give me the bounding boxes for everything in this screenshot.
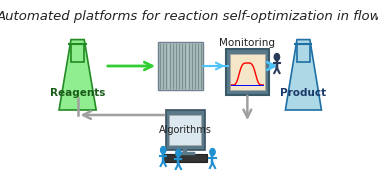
- FancyBboxPatch shape: [166, 110, 205, 150]
- Circle shape: [176, 150, 181, 156]
- FancyBboxPatch shape: [226, 49, 269, 95]
- Circle shape: [274, 54, 280, 61]
- FancyBboxPatch shape: [169, 115, 201, 145]
- FancyBboxPatch shape: [71, 44, 84, 62]
- Text: Monitoring: Monitoring: [219, 38, 275, 48]
- FancyBboxPatch shape: [297, 44, 310, 62]
- Polygon shape: [285, 40, 321, 110]
- Text: Product: Product: [280, 88, 327, 98]
- FancyBboxPatch shape: [158, 42, 203, 90]
- Text: Automated platforms for reaction self-optimization in flow: Automated platforms for reaction self-op…: [0, 10, 378, 23]
- FancyBboxPatch shape: [163, 154, 207, 162]
- FancyBboxPatch shape: [230, 54, 265, 90]
- Text: Algorithms: Algorithms: [159, 125, 212, 135]
- Text: Reagents: Reagents: [50, 88, 105, 98]
- Polygon shape: [59, 40, 96, 110]
- Circle shape: [161, 146, 166, 153]
- Circle shape: [210, 148, 215, 156]
